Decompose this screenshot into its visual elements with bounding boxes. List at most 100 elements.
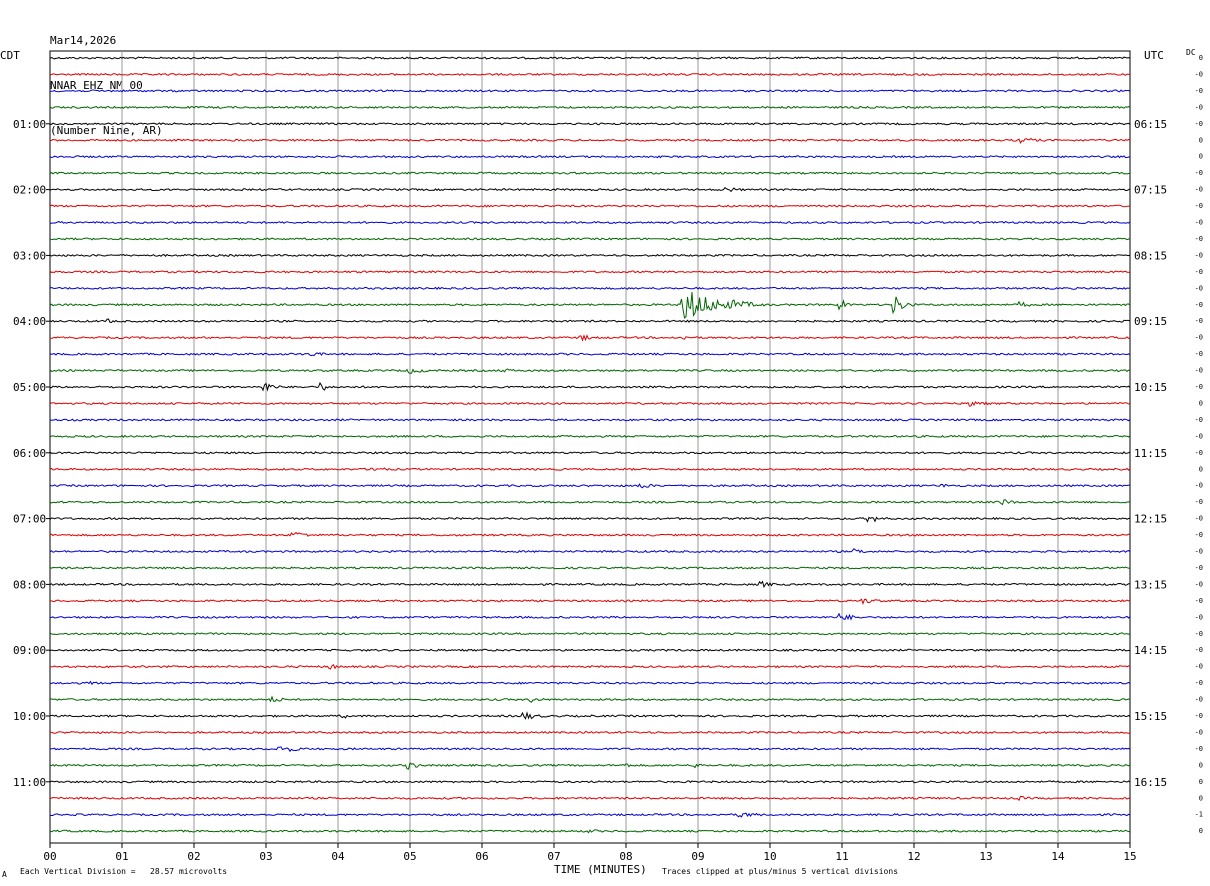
x-tick-label: 15 (1123, 850, 1136, 863)
trace-line (49, 72, 1131, 77)
trace-line (49, 566, 1131, 570)
dc-offset-label: -0 (1195, 350, 1203, 358)
dc-offset-label: 0 (1199, 794, 1203, 802)
dc-offset-label: -0 (1195, 580, 1203, 588)
trace-line (49, 812, 1131, 818)
trace-line (49, 155, 1131, 159)
dc-offset-label: -0 (1195, 712, 1203, 720)
dc-offset-label: -0 (1195, 367, 1203, 375)
trace-line (49, 334, 1131, 342)
x-tick-label: 13 (979, 850, 992, 863)
x-tick-label: 06 (475, 850, 488, 863)
x-tick-label: 00 (43, 850, 56, 863)
right-timezone-label: UTC (1144, 49, 1164, 62)
dc-offset-label: 0 (1199, 136, 1203, 144)
x-tick-label: 03 (259, 850, 272, 863)
trace-line (49, 122, 1131, 126)
x-tick-label: 07 (547, 850, 560, 863)
trace-line (49, 547, 1131, 554)
trace-line (49, 695, 1131, 703)
corner-mark: A (2, 870, 7, 879)
trace-line (49, 680, 1131, 686)
left-time-label: 07:00 (13, 513, 46, 526)
right-time-label: 13:15 (1134, 578, 1167, 591)
trace-line (49, 352, 1131, 357)
trace-line (49, 56, 1131, 60)
dc-offset-label: -0 (1195, 169, 1203, 177)
x-tick-label: 08 (619, 850, 632, 863)
dc-offset-label: -0 (1195, 219, 1203, 227)
trace-line (49, 648, 1131, 652)
left-time-label: 10:00 (13, 710, 46, 723)
x-tick-label: 14 (1051, 850, 1065, 863)
x-tick-label: 10 (763, 850, 776, 863)
dc-offset-label: -0 (1195, 103, 1203, 111)
left-time-label: 03:00 (13, 249, 46, 262)
trace-line (49, 318, 1131, 324)
left-time-label: 09:00 (13, 644, 46, 657)
trace-line (49, 746, 1131, 753)
dc-offset-label: -0 (1195, 663, 1203, 671)
dc-offset-label: -0 (1195, 416, 1203, 424)
trace-line (49, 780, 1131, 784)
trace-line (49, 418, 1131, 422)
x-tick-label: 11 (835, 850, 848, 863)
dc-offset-label: -0 (1195, 531, 1203, 539)
dc-offset-label: -0 (1195, 564, 1203, 572)
dc-offset-label: -0 (1195, 696, 1203, 704)
dc-offset-label: -0 (1195, 679, 1203, 687)
clip-note: Traces clipped at plus/minus 5 vertical … (662, 867, 899, 876)
trace-line (49, 499, 1131, 506)
right-time-label: 08:15 (1134, 249, 1167, 262)
dc-offset-label: 0 (1199, 54, 1203, 62)
dc-offset-label: -0 (1195, 186, 1203, 194)
trace-line (49, 401, 1131, 407)
plot-frame (49, 50, 1131, 844)
x-tick-label: 02 (187, 850, 200, 863)
left-time-label: 06:00 (13, 447, 46, 460)
right-time-label: 16:15 (1134, 776, 1167, 789)
dc-offset-label: -0 (1195, 728, 1203, 736)
dc-offset-label: -0 (1195, 432, 1203, 440)
dc-offset-label: -0 (1195, 120, 1203, 128)
right-time-label: 06:15 (1134, 118, 1167, 131)
trace-line (49, 580, 1130, 589)
dc-offset-label: -0 (1195, 630, 1203, 638)
trace-line (49, 467, 1131, 471)
x-tick-label: 05 (403, 850, 416, 863)
trace-line (49, 516, 1131, 523)
trace-line (49, 632, 1131, 636)
right-time-label: 12:15 (1134, 513, 1167, 526)
trace-line (49, 368, 1131, 374)
dc-offset-label: -0 (1195, 251, 1203, 259)
station-label: NNAR EHZ NM 00 (50, 79, 143, 92)
date-label: Mar14,2026 (50, 34, 117, 47)
dc-offset-label: -0 (1195, 202, 1203, 210)
trace-line (50, 664, 1131, 670)
trace-line (49, 253, 1131, 257)
x-tick-label: 01 (115, 850, 128, 863)
right-time-label: 10:15 (1134, 381, 1167, 394)
dc-offset-label: -0 (1195, 87, 1203, 95)
left-time-label: 04:00 (13, 315, 46, 328)
right-time-label: 15:15 (1134, 710, 1167, 723)
trace-line (49, 171, 1131, 175)
trace-line (49, 187, 1131, 193)
dc-offset-label: -0 (1195, 548, 1203, 556)
trace-line (49, 761, 1131, 770)
dc-offset-label: -0 (1195, 646, 1203, 654)
dc-offset-label: -0 (1195, 235, 1203, 243)
trace-line (49, 286, 1131, 290)
dc-offset-label: -0 (1195, 268, 1203, 276)
location-label: (Number Nine, AR) (50, 124, 163, 137)
dc-label: DC (1186, 48, 1196, 57)
dc-offset-label: 0 (1199, 153, 1203, 161)
trace-line (49, 434, 1131, 438)
scale-note: Each Vertical Division = 28.57 microvolt… (20, 867, 228, 876)
trace-line (49, 220, 1131, 225)
left-time-label: 11:00 (13, 776, 46, 789)
left-time-label: 05:00 (13, 381, 46, 394)
right-time-label: 14:15 (1134, 644, 1167, 657)
dc-offset-label: -0 (1195, 284, 1203, 292)
